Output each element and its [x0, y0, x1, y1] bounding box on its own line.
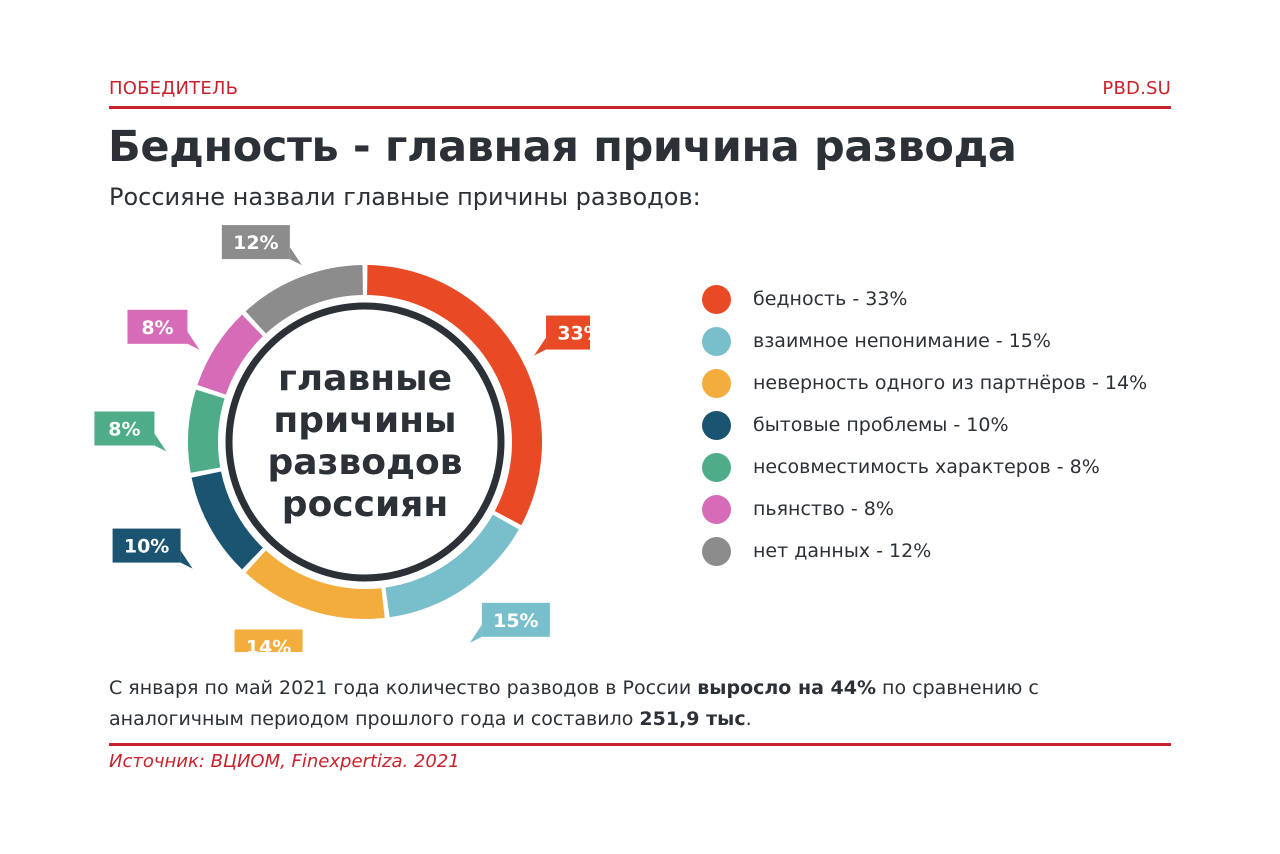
callout-box-1: [546, 315, 590, 350]
callout-box-4: [112, 528, 181, 563]
legend-label-6: пьянство - 8%: [753, 498, 894, 520]
callout-3: 14%: [234, 629, 303, 652]
callout-label-2: 15%: [493, 610, 538, 632]
callout-1: 33%: [534, 315, 590, 356]
callout-label-6: 8%: [141, 317, 173, 339]
source-note: Источник: ВЦИОМ, Finexpertiza. 2021: [109, 751, 460, 772]
donut-slice-5: [188, 389, 225, 473]
legend-swatch-7: [702, 536, 731, 566]
chart-legend: бедность - 33% взаимное непонимание - 15%…: [702, 278, 1147, 572]
brand-label: ПОБЕДИТЕЛЬ: [109, 78, 239, 99]
callout-label-7: 12%: [233, 232, 278, 254]
legend-swatch-1: [702, 284, 731, 314]
legend-item-7: нет данных - 12%: [702, 530, 1147, 572]
legend-item-1: бедность - 33%: [702, 278, 1147, 320]
callout-label-4: 10%: [124, 536, 169, 558]
top-divider: [109, 106, 1171, 109]
page-subtitle: Россияне назвали главные причины разводо…: [109, 183, 701, 211]
legend-swatch-3: [702, 368, 731, 398]
legend-item-6: пьянство - 8%: [702, 488, 1147, 530]
callout-5: 8%: [94, 411, 167, 452]
percent-callouts: 33% 15% 14% 10% 8% 8% 12%: [94, 225, 590, 652]
callout-tail-5: [154, 433, 167, 452]
site-link[interactable]: PBD.SU: [1102, 78, 1171, 99]
legend-swatch-6: [702, 494, 731, 524]
note-highlight-growth: выросло на 44%: [697, 677, 877, 699]
callout-box-6: [127, 309, 188, 344]
callout-label-3: 14%: [246, 636, 291, 652]
callout-tail-2: [469, 624, 482, 643]
callout-tail-1: [534, 337, 547, 356]
callout-label-5: 8%: [108, 419, 140, 441]
legend-label-5: несовместимость характеров - 8%: [753, 456, 1100, 478]
bottom-divider: [109, 743, 1171, 746]
callout-tail-3: [302, 651, 303, 652]
callout-tail-6: [187, 331, 200, 350]
callout-box-2: [481, 602, 550, 637]
legend-label-7: нет данных - 12%: [753, 540, 932, 562]
center-text-line-2: причины: [273, 400, 456, 441]
donut-slices: [188, 265, 542, 619]
legend-item-3: неверность одного из партнёров - 14%: [702, 362, 1147, 404]
legend-label-3: неверность одного из партнёров - 14%: [753, 372, 1148, 394]
callout-4: 10%: [112, 528, 193, 569]
legend-swatch-4: [702, 410, 731, 440]
page-title: Бедность - главная причина развода: [108, 122, 1017, 172]
donut-slice-7: [245, 265, 363, 334]
donut-slice-6: [197, 314, 263, 395]
legend-item-2: взаимное непонимание - 15%: [702, 320, 1147, 362]
legend-item-4: бытовые проблемы - 10%: [702, 404, 1147, 446]
note-text-3: .: [745, 708, 752, 730]
legend-item-5: несовместимость характеров - 8%: [702, 446, 1147, 488]
callout-6: 8%: [127, 309, 200, 350]
callout-box-3: [234, 629, 303, 652]
callout-tail-4: [180, 550, 193, 569]
callout-box-7: [221, 225, 290, 260]
legend-label-1: бедность - 33%: [753, 288, 908, 310]
callout-tail-7: [289, 247, 302, 266]
center-text: главные причины разводов россиян: [267, 358, 462, 525]
callout-box-5: [94, 411, 155, 446]
legend-label-4: бытовые проблемы - 10%: [753, 414, 1009, 436]
top-bar: ПОБЕДИТЕЛЬ PBD.SU: [109, 76, 1171, 110]
center-text-line-1: главные: [278, 358, 452, 399]
donut-chart: главные причины разводов россиян 33% 15% 1…: [94, 225, 590, 652]
donut-slice-3: [245, 550, 385, 619]
summary-note: С января по май 2021 года количество раз…: [109, 673, 1179, 735]
legend-swatch-2: [702, 326, 731, 356]
callout-7: 12%: [221, 225, 302, 266]
note-highlight-total: 251,9 тыс: [639, 708, 746, 730]
donut-slice-2: [385, 514, 519, 618]
legend-swatch-5: [702, 452, 731, 482]
center-text-line-4: россиян: [282, 484, 448, 525]
note-text-1: С января по май 2021 года количество раз…: [109, 677, 698, 699]
callout-label-1: 33%: [557, 323, 590, 345]
donut-slice-1: [367, 265, 542, 526]
center-text-line-3: разводов: [267, 442, 462, 483]
note-text-2: по сравнению с аналогичным периодом прош…: [109, 677, 1039, 730]
legend-label-2: взаимное непонимание - 15%: [753, 330, 1051, 352]
callout-2: 15%: [469, 602, 550, 643]
donut-inner-ring: [225, 302, 505, 582]
donut-slice-4: [191, 471, 263, 570]
